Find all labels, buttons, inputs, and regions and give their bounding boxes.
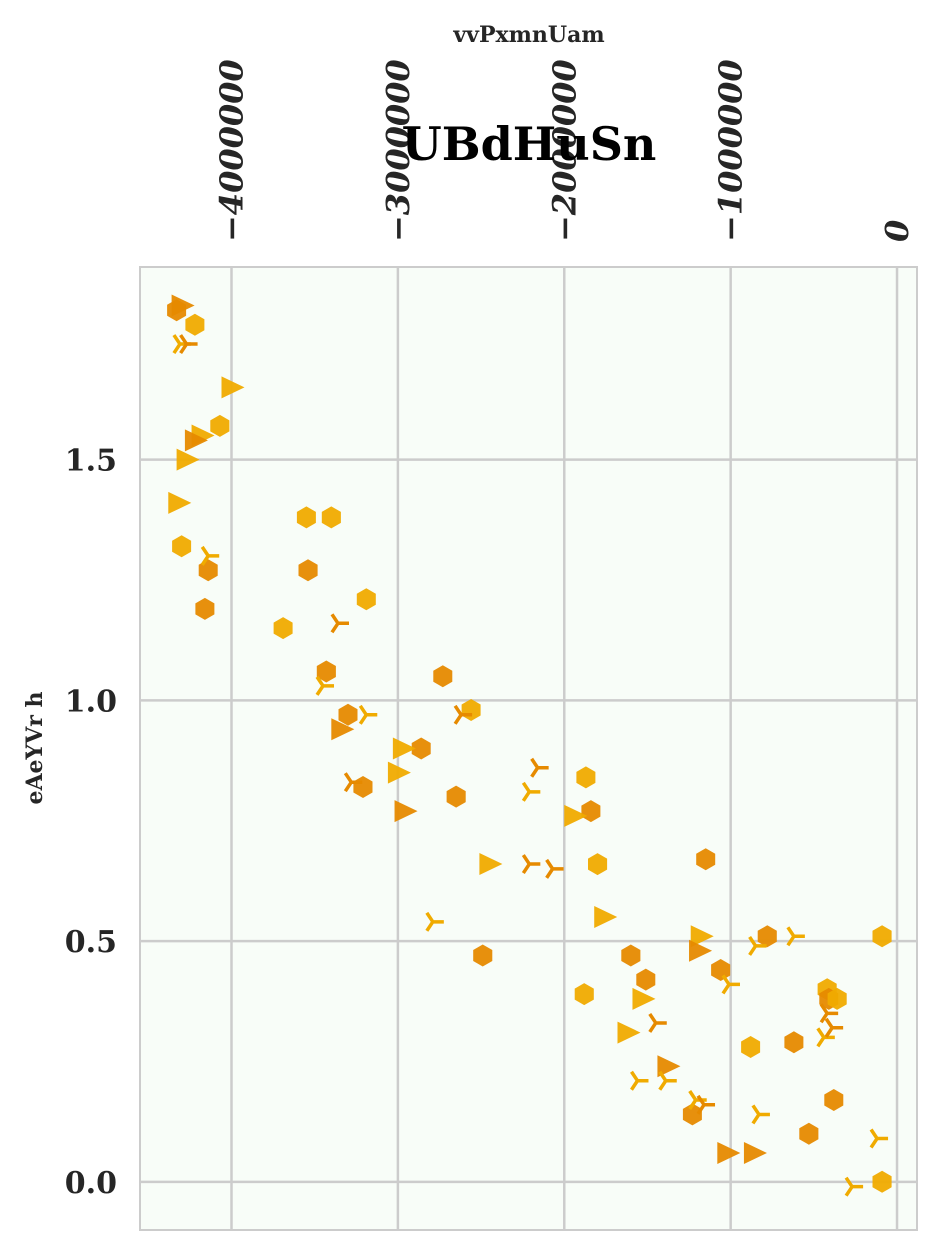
triangle-point xyxy=(392,737,416,760)
tri-point xyxy=(200,545,220,566)
x-tick-labels: −4000000 −3000000 −2000000 −1000000 0 xyxy=(213,59,917,242)
tri-point xyxy=(545,858,564,879)
tri-point xyxy=(330,613,349,634)
tri-point xyxy=(869,1128,889,1149)
x-tick-label: −3000000 xyxy=(379,59,417,242)
hexagon-point xyxy=(741,1036,761,1058)
tri-point xyxy=(824,1017,844,1038)
triangle-point xyxy=(717,1141,741,1164)
tri-point xyxy=(425,911,444,932)
triangle-point xyxy=(689,939,713,962)
x-tick-label: −1000000 xyxy=(712,59,750,242)
hexagon-point xyxy=(185,313,205,336)
y-tick-label: 1.0 xyxy=(65,684,117,719)
tri-point xyxy=(658,1070,677,1091)
hexagon-point xyxy=(824,1089,844,1111)
triangle-point xyxy=(479,853,503,876)
tri-point xyxy=(453,704,473,725)
tri-point xyxy=(530,757,549,778)
hexagon-point xyxy=(621,944,641,967)
hexagon-point xyxy=(338,703,358,726)
triangle-point xyxy=(743,1141,767,1164)
hexagon-point xyxy=(682,1103,702,1126)
triangle-point xyxy=(632,987,656,1010)
hexagon-point xyxy=(172,535,192,558)
tri-point xyxy=(358,704,378,725)
x-axis-label: vvPxmnUam xyxy=(452,22,604,48)
hexagon-point xyxy=(321,506,341,529)
tri-point xyxy=(748,935,767,956)
tri-point xyxy=(521,854,541,875)
y-tick-label: 0.5 xyxy=(65,925,117,960)
plot-area xyxy=(140,267,917,1230)
hexagon-point xyxy=(411,737,431,760)
hexagon-point xyxy=(446,785,466,808)
hexagon-point xyxy=(588,853,608,876)
triangle-point xyxy=(387,761,411,784)
hexagon-point xyxy=(195,597,215,620)
triangle-point xyxy=(176,448,200,471)
triangle-point xyxy=(690,925,714,948)
triangle-point xyxy=(184,429,208,452)
triangle-point xyxy=(168,491,192,514)
hexagon-point xyxy=(296,506,316,529)
hexagon-point xyxy=(636,968,656,991)
y-tick-labels: 0.0 0.5 1.0 1.5 xyxy=(65,444,117,1201)
hexagon-point xyxy=(433,665,453,688)
hexagon-point xyxy=(316,660,336,683)
hexagon-point xyxy=(757,925,777,948)
triangle-point xyxy=(564,804,588,827)
tri-point xyxy=(844,1176,864,1197)
y-axis-label: eAeYVr h xyxy=(22,691,48,804)
hexagon-point xyxy=(872,925,892,948)
tri-point xyxy=(343,772,363,793)
hexagon-point xyxy=(799,1122,819,1145)
tri-point xyxy=(315,675,335,696)
triangle-point xyxy=(594,906,618,929)
data-points xyxy=(167,294,892,1197)
x-tick-label: −2000000 xyxy=(545,59,583,242)
hexagon-point xyxy=(298,559,318,582)
tri-point xyxy=(630,1070,649,1091)
hexagon-point xyxy=(273,617,293,640)
tri-point xyxy=(648,1012,667,1033)
hexagon-point xyxy=(872,1170,892,1193)
hexagon-point xyxy=(581,800,601,823)
x-tick-label: 0 xyxy=(878,220,916,242)
hexagon-point xyxy=(473,944,493,967)
tri-point xyxy=(521,781,541,802)
tri-point xyxy=(786,926,805,947)
hexagon-point xyxy=(696,848,716,871)
hexagon-point xyxy=(576,766,596,789)
y-tick-label: 0.0 xyxy=(65,1166,117,1201)
y-tick-label: 1.5 xyxy=(65,444,117,479)
triangle-point xyxy=(657,1055,681,1078)
triangle-point xyxy=(331,718,355,741)
triangle-point xyxy=(171,294,195,317)
triangle-point xyxy=(221,376,245,399)
tri-point xyxy=(819,1003,839,1024)
hexagon-point xyxy=(827,987,847,1010)
tri-point xyxy=(721,974,740,995)
x-tick-label: −4000000 xyxy=(213,59,251,242)
hexagon-point xyxy=(210,414,230,437)
hexagon-point xyxy=(356,588,376,611)
plot-frame xyxy=(139,266,918,1231)
tri-point xyxy=(751,1104,770,1125)
tri-point xyxy=(179,334,198,355)
hexagon-point xyxy=(711,959,731,981)
triangle-point xyxy=(617,1021,641,1044)
grid-lines xyxy=(140,267,917,1230)
chart-title: UBdHuSn xyxy=(402,117,657,171)
triangle-point xyxy=(394,800,418,823)
tri-point xyxy=(816,1027,835,1048)
hexagon-point xyxy=(784,1031,804,1054)
tri-point xyxy=(696,1094,716,1115)
hexagon-point xyxy=(574,983,594,1006)
